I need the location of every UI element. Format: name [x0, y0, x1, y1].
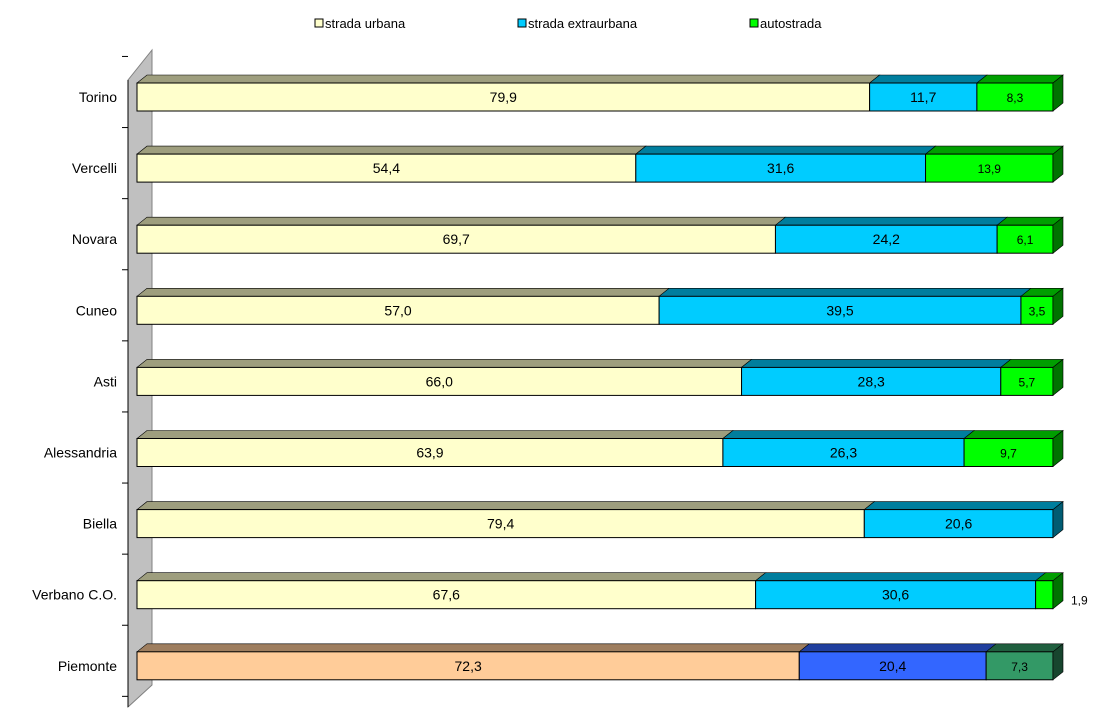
data-label: 9,7 [1000, 447, 1017, 461]
bar-top-face [658, 287, 1032, 297]
bar-top-face [136, 572, 767, 582]
data-label: 66,0 [426, 373, 453, 389]
data-label: 54,4 [373, 160, 400, 176]
category-label: Novara [72, 231, 117, 247]
data-label: 79,4 [487, 516, 514, 532]
bar-top-face [754, 572, 1047, 582]
bar-segment-strada-urbana [136, 153, 637, 183]
bar-segment-autostrada [1035, 580, 1054, 610]
legend-swatch-strada-urbana [314, 18, 324, 28]
bar-top-face [999, 359, 1064, 368]
bar-top-face [136, 287, 670, 297]
data-label: 1,9 [1071, 594, 1088, 608]
bar-top-face [722, 430, 975, 439]
data-label: 30,6 [882, 587, 909, 603]
legend-swatch-autostrada [749, 18, 759, 28]
data-label: 20,4 [879, 658, 906, 674]
bar-side-face [1052, 358, 1064, 397]
bar-segment-strada-extraurbana [722, 438, 965, 467]
bar-side-face [1052, 216, 1064, 254]
bar-side-face [1052, 74, 1064, 112]
bar-top-face [868, 74, 988, 84]
bar-top-face [863, 501, 1064, 510]
bar-top-face [136, 359, 753, 368]
bar-segment-strada-extraurbana [798, 651, 987, 681]
bar-segment-autostrada [963, 438, 1054, 467]
bar-segment-strada-urbana [136, 82, 871, 112]
legend-label-strada-urbana: strada urbana [325, 16, 406, 31]
bar-side-face [1052, 572, 1064, 610]
data-label: 20,6 [945, 516, 972, 532]
category-label: Biella [83, 516, 117, 532]
category-label: Torino [79, 89, 117, 105]
bar-top-face [136, 430, 734, 439]
data-label: 57,0 [384, 302, 411, 318]
data-label: 26,3 [830, 445, 857, 461]
bar-top-face [740, 359, 1012, 368]
bar-segment-autostrada [996, 224, 1054, 254]
data-label: 63,9 [416, 445, 443, 461]
bar-top-face [924, 145, 1064, 155]
bar-segment-autostrada [1000, 366, 1054, 396]
bar-top-face [634, 145, 937, 155]
chart-legend: strada urbana strada extraurbana autostrad… [314, 16, 822, 31]
category-label: Alessandria [44, 445, 117, 461]
data-label: 24,2 [873, 231, 900, 247]
data-label: 13,9 [978, 162, 1002, 176]
bar-segment-autostrada [925, 153, 1054, 183]
bar-segment-strada-urbana [136, 580, 757, 610]
data-label: 39,5 [826, 302, 853, 318]
bar-top-face [996, 216, 1064, 226]
bar-segment-strada-extraurbana [774, 224, 998, 254]
data-label: 69,7 [443, 231, 470, 247]
bar-side-face [1052, 287, 1064, 325]
data-label: 3,5 [1029, 304, 1046, 318]
legend-swatch-strada-extraurbana [517, 18, 527, 28]
data-label: 67,6 [433, 587, 460, 603]
bar-top-face [136, 145, 647, 155]
bar-segment-strada-urbana [136, 366, 743, 396]
bar-top-face [136, 74, 881, 84]
bar-top-face [985, 643, 1064, 653]
bar-top-face [798, 643, 997, 653]
bar-segment-strada-urbana [136, 509, 865, 539]
data-label: 8,3 [1007, 91, 1024, 105]
bar-top-face [963, 430, 1064, 439]
data-label: 79,9 [490, 89, 517, 105]
data-label: 7,3 [1011, 660, 1028, 674]
data-label: 31,6 [767, 160, 794, 176]
bar-side-face [1052, 643, 1064, 681]
bar-top-face [774, 216, 1008, 226]
bar-segment-autostrada [1020, 295, 1054, 325]
legend-label-strada-extraurbana: strada extraurbana [528, 16, 638, 31]
category-label: Vercelli [72, 160, 117, 176]
bar-top-face [976, 74, 1064, 84]
data-label: 28,3 [858, 373, 885, 389]
data-label: 5,7 [1019, 375, 1036, 389]
bar-side-face [1052, 429, 1064, 468]
bar-top-face [136, 501, 876, 510]
bar-segment-strada-extraurbana [635, 153, 927, 183]
bar-top-face [136, 643, 811, 653]
data-label: 11,7 [910, 89, 936, 105]
bar-segment-strada-extraurbana [741, 366, 1002, 396]
category-label: Cuneo [76, 302, 117, 318]
bar-side-face [1052, 145, 1064, 183]
bar-segment-autostrada [976, 82, 1054, 112]
bar-side-face [1052, 500, 1064, 539]
legend-label-autostrada: autostrada [760, 16, 822, 31]
bar-segment-strada-urbana [136, 224, 776, 254]
bar-segment-strada-extraurbana [755, 580, 1037, 610]
data-label: 6,1 [1017, 233, 1034, 247]
bar-top-face [136, 216, 787, 226]
category-label: Piemonte [58, 658, 117, 674]
category-label: Verbano C.O. [32, 587, 117, 603]
data-label: 72,3 [455, 658, 482, 674]
category-label: Asti [94, 373, 117, 389]
bar-segment-strada-extraurbana [658, 295, 1022, 325]
bar-segment-strada-extraurbana [863, 509, 1054, 539]
